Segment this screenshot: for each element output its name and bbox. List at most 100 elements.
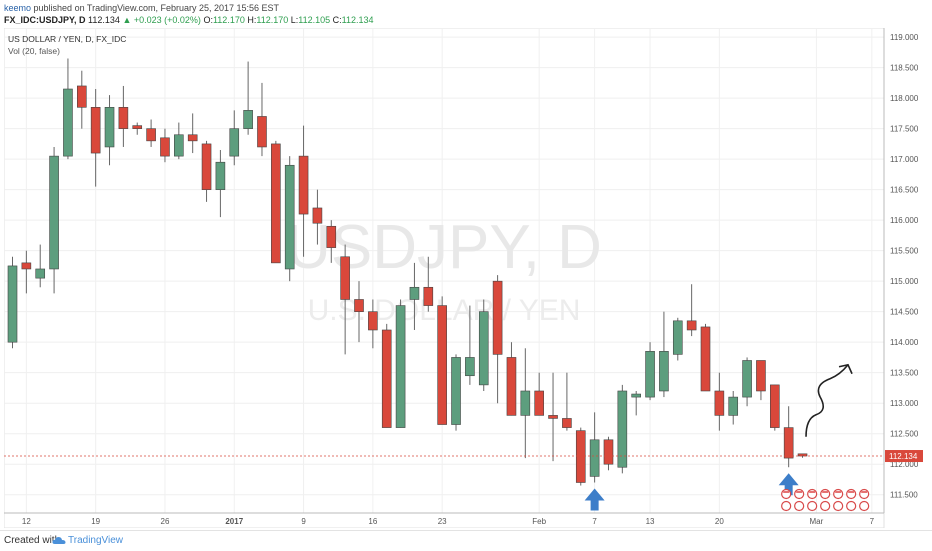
event-flag-stripe: [809, 491, 816, 493]
candle-body: [7, 265, 18, 343]
price-axis[interactable]: 111.500 112.000 112.500 113.000 113.500 114.0…: [883, 28, 923, 513]
created-with-label: Created with: [4, 535, 61, 546]
last-price: 112.134: [88, 15, 120, 25]
event-flag-icon[interactable]: [846, 488, 857, 500]
projection-squiggle-line: [805, 364, 849, 437]
candle-body: [174, 134, 184, 157]
event-flag-icon[interactable]: [859, 500, 870, 512]
candle-body: [77, 85, 87, 108]
time-tick-label: 9: [301, 517, 306, 526]
event-flag-stripe: [822, 491, 829, 493]
low-label: L:: [290, 15, 299, 25]
projection-arrowhead-icon: [838, 363, 853, 375]
event-flag-stripe: [861, 491, 868, 493]
time-tick-label: 12: [22, 517, 31, 526]
candle-body: [35, 268, 46, 279]
publish-info: published on TradingView.com, February 2…: [33, 3, 280, 13]
candle-body: [437, 305, 447, 425]
low-value: 112.105: [298, 15, 331, 25]
publish-line: keemo published on TradingView.com, Febr…: [4, 3, 279, 13]
candle-body: [783, 427, 794, 459]
event-flag-icon[interactable]: [820, 500, 831, 512]
event-flag-icon[interactable]: [807, 488, 818, 500]
candle-body: [381, 329, 392, 428]
event-flag-icon[interactable]: [794, 500, 805, 512]
time-tick-label: 26: [161, 517, 170, 526]
price-tick-label: 119.000: [890, 33, 919, 42]
symbol-name[interactable]: FX_IDC:USDJPY, D: [4, 15, 86, 25]
candle-body: [756, 360, 766, 392]
change-up-icon: ▲: [122, 15, 132, 25]
time-tick-label: 7: [592, 517, 597, 526]
candle-body: [395, 305, 406, 428]
open-label: O:: [203, 15, 213, 25]
event-flag-icon[interactable]: [794, 488, 805, 500]
footer: Created with TradingView: [0, 530, 932, 551]
close-value: 112.134: [341, 15, 374, 25]
event-flag-stripe: [835, 491, 842, 493]
high-value: 112.170: [256, 15, 289, 25]
candle-body: [686, 320, 697, 331]
event-flag-icon[interactable]: [859, 488, 870, 500]
tradingview-logo-text[interactable]: TradingView: [68, 535, 124, 546]
volume-indicator-label[interactable]: Vol (20, false): [8, 46, 60, 56]
candle-body: [201, 143, 212, 190]
open-value: 112.170: [212, 15, 245, 25]
high-label: H:: [247, 15, 257, 25]
candle-body: [243, 110, 253, 129]
plot-background: [4, 28, 885, 528]
price-tick-label: 116.500: [890, 186, 919, 195]
chart-header: keemo published on TradingView.com, Febr…: [0, 0, 932, 30]
price-tick-label: 118.500: [890, 64, 919, 73]
candlestick-chart[interactable]: USDJPY, D U.S. DOLLAR / YEN US DOLLAR / …: [4, 28, 928, 528]
event-flag-icon[interactable]: [807, 500, 818, 512]
candle-body: [146, 128, 156, 142]
candle-body: [257, 116, 267, 148]
price-tick-label: 111.500: [890, 491, 918, 500]
event-flag-icon[interactable]: [781, 500, 792, 512]
price-tick-label: 117.000: [890, 155, 919, 164]
price-tick-label: 112.500: [890, 430, 919, 439]
time-tick-label: Feb: [532, 517, 546, 526]
candle-body: [728, 396, 739, 416]
event-flag-stripe: [783, 491, 790, 493]
candle-body: [465, 357, 475, 377]
candle-body: [104, 107, 115, 148]
candle-body: [160, 137, 170, 157]
symbol-line: FX_IDC:USDJPY, D 112.134 ▲ +0.023 (+0.02…: [4, 15, 374, 25]
close-label: C:: [332, 15, 342, 25]
candle-body: [603, 439, 614, 465]
time-axis[interactable]: 12 19 26 2017 9 16 23 Feb 7 13 20 Mar 7: [4, 512, 884, 526]
price-tick-label: 114.500: [890, 308, 919, 317]
candle-body: [49, 155, 59, 270]
chart-area[interactable]: USDJPY, D U.S. DOLLAR / YEN US DOLLAR / …: [4, 28, 928, 528]
candle-body: [562, 418, 572, 428]
event-flag-icon[interactable]: [820, 488, 831, 500]
candle-body: [478, 311, 489, 386]
candle-body: [589, 439, 600, 477]
candle-body: [187, 134, 198, 142]
candle-body: [118, 107, 129, 129]
candle-body: [769, 384, 780, 428]
event-flag-icon[interactable]: [833, 500, 844, 512]
time-tick-label: 16: [368, 517, 377, 526]
candles: [7, 58, 808, 486]
event-flag-icon[interactable]: [846, 500, 857, 512]
event-flag-icon[interactable]: [781, 488, 792, 500]
candle-body: [617, 390, 628, 468]
arrow-up-icon: [584, 488, 605, 511]
last-price-label: 112.134: [889, 452, 918, 461]
author-link[interactable]: keemo: [4, 3, 32, 13]
candle-body: [520, 390, 531, 416]
candle-body: [645, 351, 655, 398]
candle-body: [797, 453, 808, 457]
tradingview-cloud-icon: [52, 537, 66, 544]
candle-body: [714, 390, 725, 416]
arrow-up-icon: [778, 473, 799, 496]
candle-body: [229, 128, 240, 157]
price-tick-label: 115.000: [890, 277, 919, 286]
event-flag-icon[interactable]: [833, 488, 844, 500]
event-flag-stripe: [848, 491, 855, 493]
candle-body: [423, 286, 434, 306]
candle-body: [700, 326, 711, 392]
